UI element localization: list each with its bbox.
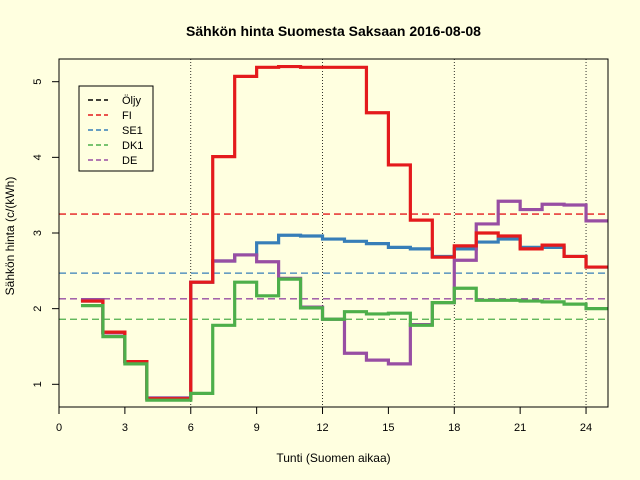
legend-box: [78, 85, 154, 172]
x-tick-label: 9: [254, 422, 260, 434]
x-tick-label: 24: [580, 422, 592, 434]
legend-label: SE1: [122, 125, 143, 137]
x-tick-label: 0: [56, 422, 62, 434]
y-tick-label: 3: [32, 230, 44, 236]
y-tick-label: 2: [32, 306, 44, 312]
x-tick-label: 12: [316, 422, 328, 434]
y-axis-label: Sähkön hinta (c/(kWh): [3, 177, 17, 296]
legend-label: Öljy: [122, 95, 141, 107]
series-line-dk1: [80, 277, 608, 402]
y-tick-label: 5: [32, 79, 44, 85]
legend-label: DK1: [122, 140, 143, 152]
x-tick-label: 6: [188, 422, 194, 434]
legend-label: DE: [122, 155, 137, 167]
y-tick-label: 1: [32, 381, 44, 387]
x-tick-label: 18: [448, 422, 460, 434]
legend-label: FI: [122, 110, 132, 122]
x-axis-label: Tunti (Suomen aikaa): [276, 451, 390, 465]
legend: Öljy FI SE1 DK1 DE: [78, 85, 154, 172]
plot-frame: [58, 58, 609, 408]
x-tick-label: 15: [382, 422, 394, 434]
chart-title: Sähkön hinta Suomesta Saksaan 2016-08-08: [186, 23, 481, 39]
x-tick-label: 21: [514, 422, 526, 434]
x-tick-label: 3: [122, 422, 128, 434]
y-tick-label: 4: [32, 154, 44, 160]
